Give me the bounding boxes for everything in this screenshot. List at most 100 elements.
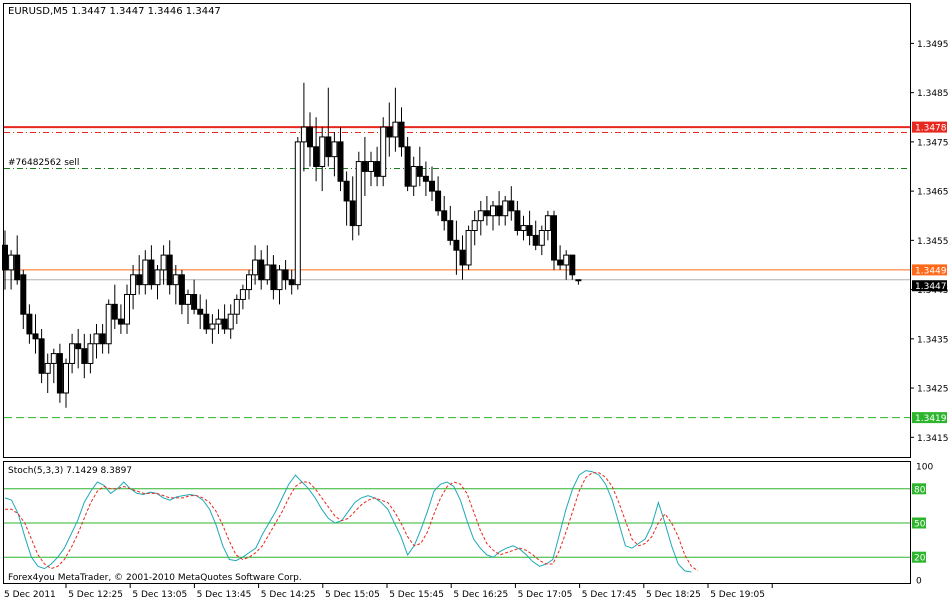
candle-body — [227, 313, 234, 330]
candle-body — [105, 303, 112, 345]
candle-body — [197, 308, 204, 315]
price-axis-label: 1.3415 — [917, 434, 949, 444]
price-tag — [912, 121, 947, 133]
candle-body — [44, 362, 51, 374]
time-axis-label: 5 Dec 13:45 — [197, 590, 252, 600]
order-label: #76482562 sell — [8, 158, 79, 168]
candle-body — [56, 353, 63, 394]
stoch-level-tag — [912, 551, 926, 563]
candle-body — [209, 323, 216, 330]
candle-body — [368, 161, 374, 172]
candle-body — [520, 225, 527, 231]
candle-body — [459, 249, 466, 266]
candle-body — [87, 343, 94, 364]
copyright-watermark: Forex4you MetaTrader, © 2001-2010 MetaQu… — [8, 573, 302, 583]
price-axis-label: 1.3475 — [917, 138, 949, 148]
price-tag — [912, 412, 947, 424]
candle-body — [136, 274, 143, 286]
candle-body — [398, 121, 405, 148]
candle-body — [26, 313, 33, 335]
candle-body — [465, 230, 472, 266]
candle-body — [538, 230, 545, 246]
candle-body — [514, 210, 521, 232]
candle-body — [233, 298, 240, 315]
candle-body — [410, 165, 417, 187]
candle-body — [313, 146, 320, 167]
candle-body — [239, 289, 246, 300]
stoch-axis-label: 80 — [914, 485, 926, 495]
price-tag-text: 1.3419 — [915, 414, 947, 424]
candle-body — [361, 161, 368, 172]
candle-body — [502, 200, 509, 217]
candle-body — [75, 343, 82, 350]
candle-body — [166, 254, 173, 286]
candle-body — [447, 220, 454, 241]
candle-body — [557, 259, 564, 266]
candle-body — [288, 279, 295, 286]
candle-body — [2, 244, 8, 271]
candle-body — [191, 294, 198, 310]
price-axis[interactable]: 1.34951.34851.34751.34651.34551.34451.34… — [910, 40, 949, 444]
candle-body — [264, 264, 271, 281]
candle-body — [575, 279, 582, 282]
candle-body — [374, 161, 381, 177]
candle-body — [441, 210, 448, 222]
candle-body — [185, 294, 191, 305]
candle-body — [526, 225, 533, 236]
stoch-main-line — [4, 470, 692, 573]
candle-body — [8, 254, 15, 271]
candle-body — [471, 220, 478, 232]
time-axis-label: 5 Dec 18:25 — [646, 590, 701, 600]
stoch-axis-label: 50 — [914, 520, 926, 530]
candle-body — [38, 338, 45, 374]
candle-body — [282, 269, 289, 281]
candle-body — [172, 274, 179, 286]
price-tag-text: 1.3447 — [915, 282, 947, 292]
candle-body — [300, 126, 307, 143]
candle-body — [349, 200, 356, 227]
candle-body — [93, 333, 100, 345]
candle-body — [477, 210, 484, 222]
price-axis-label: 1.3455 — [917, 237, 949, 247]
main-chart-frame[interactable] — [3, 3, 911, 458]
candle-body — [392, 121, 399, 138]
candle-body — [142, 259, 149, 286]
candle-body — [386, 126, 393, 138]
candle-body — [178, 274, 185, 305]
candle-body — [69, 343, 76, 364]
candle-body — [319, 136, 326, 167]
price-axis-label: 1.3465 — [917, 188, 949, 198]
candle-body — [252, 259, 259, 276]
candle-body — [81, 348, 88, 364]
time-axis-label: 5 Dec 14:25 — [261, 590, 316, 600]
candle-body — [130, 274, 137, 296]
stoch-axis-label: 100 — [916, 463, 933, 473]
candle-body — [490, 205, 496, 217]
candle-body — [544, 215, 551, 231]
candle-body — [270, 264, 277, 291]
candle-body — [343, 180, 350, 202]
stoch-label: Stoch(5,3,3) 7.1429 8.3897 — [8, 466, 132, 476]
candle-body — [276, 269, 283, 291]
symbol-header: EURUSD,M5 1.3447 1.3447 1.3446 1.3447 — [8, 6, 221, 17]
candle-body — [325, 136, 332, 158]
time-axis-label: 5 Dec 17:45 — [582, 590, 637, 600]
candle-body — [117, 318, 124, 325]
candle-body — [63, 362, 69, 394]
time-axis-label: 5 Dec 19:05 — [710, 590, 765, 600]
stoch-level-tag — [912, 483, 926, 495]
candle-body — [569, 254, 576, 276]
time-axis: 5 Dec 2011 5 Dec 12:25 5 Dec 13:05 5 Dec 13… — [4, 584, 773, 600]
candle-body — [508, 200, 515, 212]
candle-body — [148, 259, 155, 286]
candle-body — [496, 205, 503, 217]
candle-body — [532, 234, 539, 246]
candle-body — [355, 161, 362, 227]
candle-body — [404, 146, 411, 187]
candle-body — [215, 318, 222, 325]
candle-body — [50, 353, 57, 364]
time-axis-label: 5 Dec 15:45 — [389, 590, 444, 600]
time-axis-label: 5 Dec 2011 — [4, 590, 56, 600]
candle-body — [483, 210, 490, 217]
